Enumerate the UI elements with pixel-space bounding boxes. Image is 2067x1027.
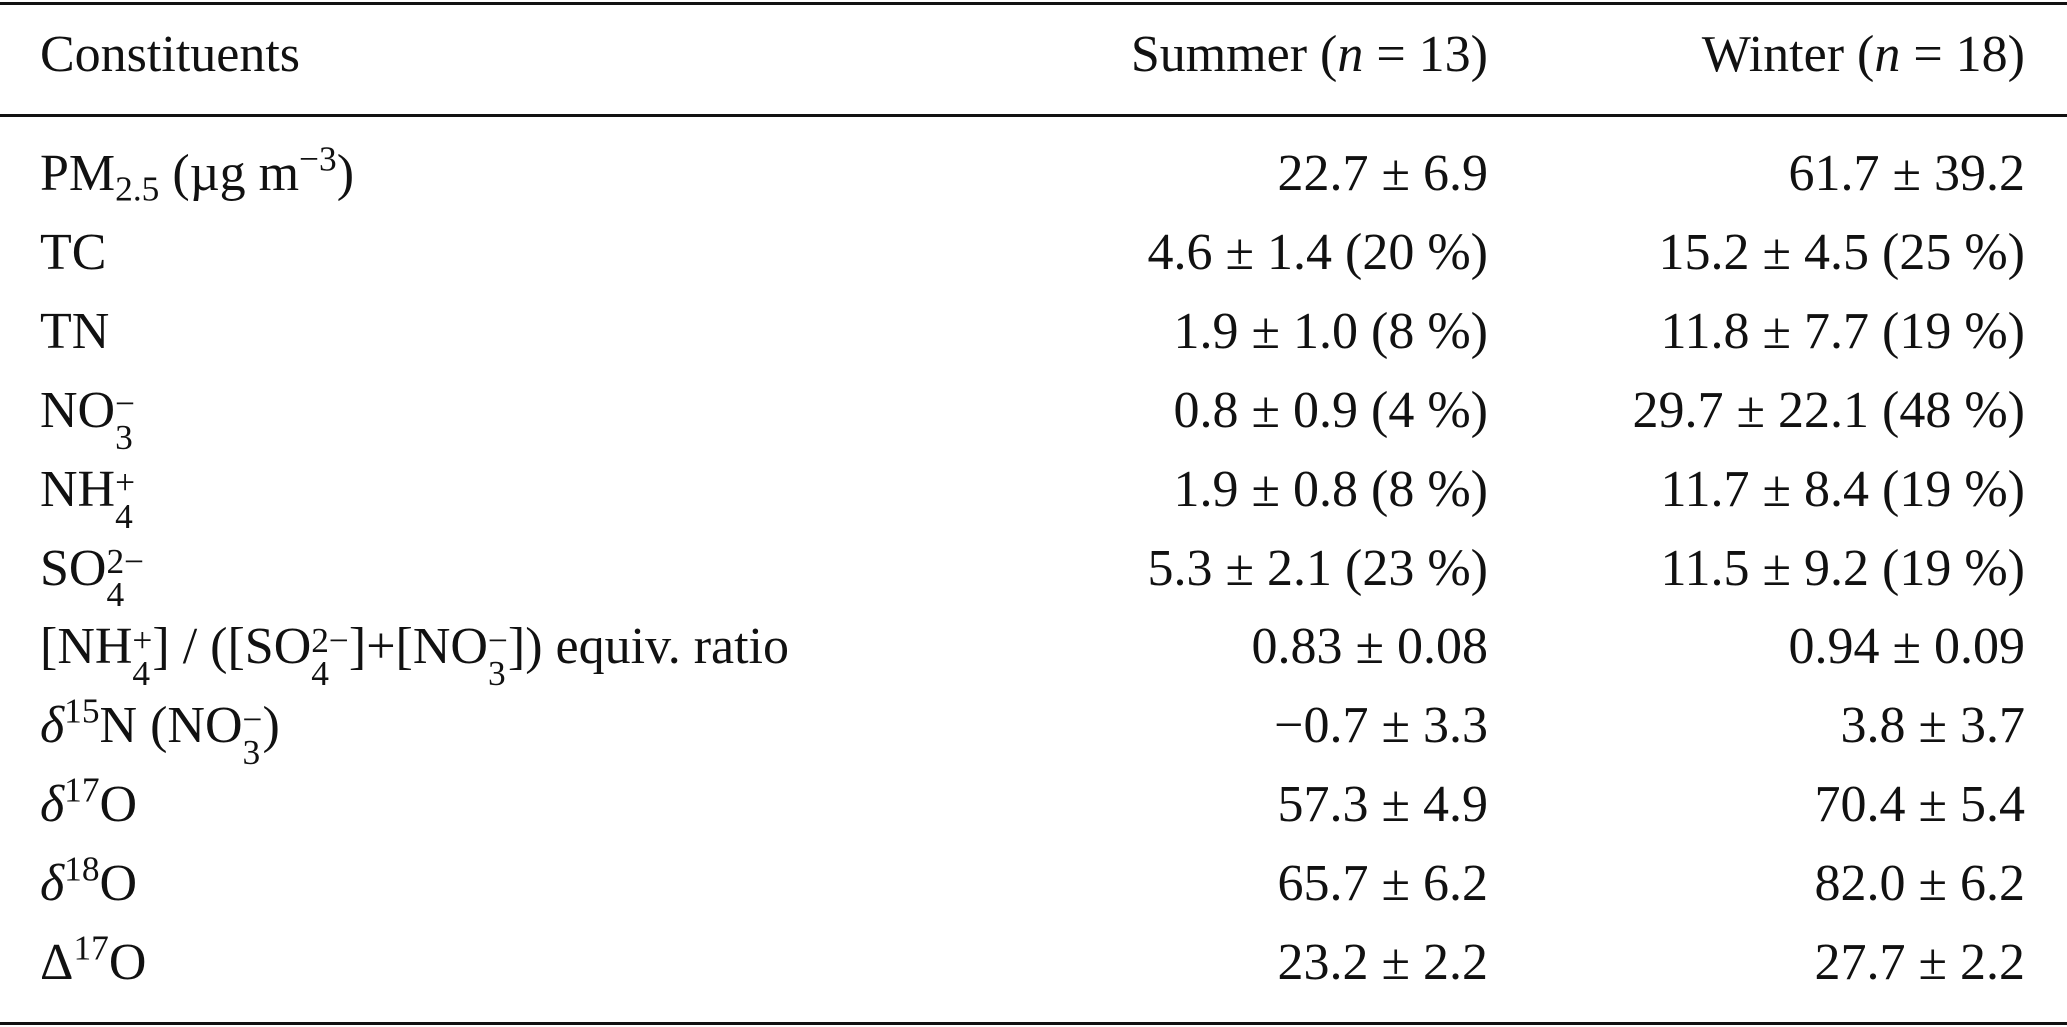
text: = 13) [1363, 26, 1488, 83]
superscript: − [115, 383, 136, 424]
sub-sup: +4 [115, 461, 136, 536]
superscript: 17 [73, 927, 109, 968]
subscript: 3 [115, 416, 133, 457]
text: SO [40, 539, 107, 597]
row-label: SO 2− 4 [40, 529, 145, 615]
superscript: −3 [299, 138, 337, 179]
row-label: Δ17O [40, 923, 146, 1003]
sub-sup: +4 [132, 619, 153, 694]
winter-value: 61.7 ± 39.2 [1788, 145, 2025, 202]
text: Summer ( [1130, 26, 1338, 83]
text: TN [40, 302, 110, 360]
winter-value: 0.94 ± 0.09 [1788, 618, 2025, 676]
text: O [99, 776, 138, 834]
text: NO [40, 381, 116, 439]
text: = 18) [1900, 26, 2025, 83]
italic-text: n [1874, 26, 1901, 83]
italic-text: δ [40, 776, 65, 834]
text: Winter ( [1701, 26, 1875, 83]
text: O [108, 934, 147, 991]
superscript: + [132, 619, 153, 660]
text: NH [40, 460, 116, 518]
text: O [99, 855, 138, 913]
subscript: 2.5 [115, 168, 160, 209]
row-label: PM2.5 (µg m−3) [40, 134, 354, 214]
summer-value: 1.9 ± 0.8 (8 %) [1173, 460, 1489, 518]
sub-sup: −3 [487, 619, 508, 694]
text: PM [40, 145, 116, 202]
sub-sup: −3 [115, 383, 136, 457]
winter-value: 11.8 ± 7.7 (19 %) [1660, 302, 2025, 360]
superscript: 17 [64, 769, 100, 810]
row-label: δ18O [40, 844, 137, 924]
top-rule [0, 2, 2067, 5]
row-label: [NH +4] / ([SO 2− 4]+[NO −3]) equiv. ratio [40, 607, 789, 690]
subscript: 4 [311, 653, 329, 694]
text: ] / ([SO [152, 618, 312, 676]
italic-text: δ [40, 697, 65, 755]
sub-sup: 2− 4 [106, 540, 145, 615]
subscript: 3 [242, 732, 261, 773]
summer-value: 5.3 ± 2.1 (23 %) [1147, 539, 1489, 597]
row-label: δ17O [40, 765, 137, 845]
summer-value: 0.8 ± 0.9 (4 %) [1173, 381, 1489, 439]
superscript: 2− [311, 619, 349, 660]
superscript: − [487, 619, 508, 660]
summer-value: 1.9 ± 1.0 (8 %) [1173, 302, 1489, 360]
superscript: 15 [64, 690, 100, 731]
winter-value: 29.7 ± 22.1 (48 %) [1632, 381, 2026, 439]
column-header: Winter (n = 18) [1702, 15, 2025, 95]
text: Δ [40, 934, 74, 991]
winter-value: 11.5 ± 9.2 (19 %) [1660, 539, 2025, 597]
text: N (NO [99, 697, 243, 755]
summer-value: 22.7 ± 6.9 [1277, 145, 1488, 202]
winter-value: 27.7 ± 2.2 [1814, 934, 2025, 991]
subscript: 4 [115, 495, 133, 536]
sub-sup: −3 [242, 698, 263, 773]
subscript: 3 [487, 653, 506, 694]
text: ) [336, 145, 355, 202]
superscript: + [115, 461, 136, 502]
text: (µg m [159, 145, 300, 202]
column-header: Summer (n = 13) [1131, 15, 1488, 95]
row-label: δ15N (NO −3) [40, 686, 280, 770]
header-rule [0, 114, 2067, 117]
superscript: − [242, 698, 263, 739]
italic-text: δ [40, 855, 65, 913]
row-label: TN [40, 292, 109, 372]
italic-text: n [1337, 26, 1364, 83]
column-header: Constituents [40, 15, 300, 95]
text: [NH [40, 618, 133, 676]
text: TC [40, 223, 107, 281]
text: ]) equiv. ratio [507, 618, 789, 676]
summer-value: 0.83 ± 0.08 [1251, 618, 1488, 676]
text: ) [262, 697, 280, 755]
bottom-rule [0, 1022, 2067, 1025]
subscript: 4 [132, 653, 151, 694]
winter-value: 82.0 ± 6.2 [1814, 855, 2025, 913]
winter-value: 3.8 ± 3.7 [1840, 697, 2025, 755]
winter-value: 15.2 ± 4.5 (25 %) [1658, 223, 2026, 281]
superscript: 2− [106, 540, 145, 581]
summer-value: 57.3 ± 4.9 [1277, 776, 1488, 834]
summer-value: −0.7 ± 3.3 [1274, 697, 1488, 755]
superscript: 18 [64, 848, 100, 889]
row-label: TC [40, 213, 106, 293]
winter-value: 70.4 ± 5.4 [1814, 776, 2025, 834]
subscript: 4 [106, 574, 125, 615]
summer-value: 23.2 ± 2.2 [1277, 934, 1488, 991]
summer-value: 4.6 ± 1.4 (20 %) [1147, 223, 1489, 281]
summer-value: 65.7 ± 6.2 [1277, 855, 1488, 913]
row-label: NH +4 [40, 450, 136, 536]
text: Constituents [40, 26, 301, 83]
row-label: NO −3 [40, 371, 136, 457]
winter-value: 11.7 ± 8.4 (19 %) [1660, 460, 2025, 518]
sub-sup: 2− 4 [311, 619, 349, 694]
text: ]+[NO [348, 618, 488, 676]
